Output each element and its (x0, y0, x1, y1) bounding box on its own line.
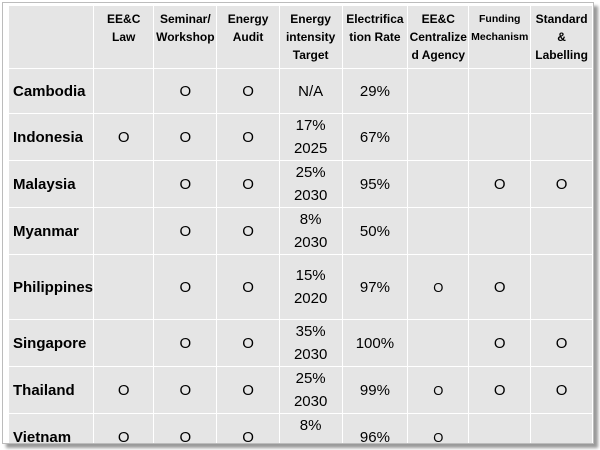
audit-cell: O (216, 254, 280, 320)
agency-cell (407, 319, 470, 367)
country-cell: Malaysia (9, 160, 95, 208)
law-cell: O (93, 366, 155, 414)
seminar-cell: O (153, 68, 218, 114)
funding-cell: O (468, 160, 532, 208)
header-standard-labelling: Standard & Labelling (530, 6, 593, 69)
electrification-cell: 29% (342, 68, 409, 114)
seminar-cell: O (153, 160, 218, 208)
law-cell (93, 319, 155, 367)
target-cell: N/A (279, 68, 343, 114)
energy-policy-table: EE&C Law Seminar/ Workshop Energy Audit … (9, 6, 593, 443)
law-cell (93, 207, 155, 255)
standard-cell (530, 254, 593, 320)
agency-cell: O (407, 254, 470, 320)
standard-cell: O (530, 160, 593, 208)
country-cell: Vietnam (9, 413, 95, 443)
target-cell: 8%2015 (279, 413, 343, 443)
audit-cell: O (216, 366, 280, 414)
electrification-cell: 95% (342, 160, 409, 208)
target-cell: 8% 2030 (279, 207, 343, 255)
target-cell: 35% 2030 (279, 319, 343, 367)
country-cell: Myanmar (9, 207, 95, 255)
table-frame: EE&C Law Seminar/ Workshop Energy Audit … (2, 2, 594, 444)
agency-cell (407, 160, 470, 208)
standard-cell: O (530, 319, 593, 367)
seminar-cell: O (153, 366, 218, 414)
table-row: Malaysia O O 25% 2030 95% O O (9, 160, 593, 208)
funding-cell: O (468, 366, 532, 414)
electrification-cell: 50% (342, 207, 409, 255)
seminar-cell: O (153, 113, 218, 161)
target-cell: 25% 2030 (279, 366, 343, 414)
audit-cell: O (216, 160, 280, 208)
electrification-cell: 96% (342, 413, 409, 443)
audit-cell: O (216, 319, 280, 367)
table-row: Indonesia O O O 17% 2025 67% (9, 113, 593, 161)
law-cell: O (93, 113, 155, 161)
header-eec-centralized-agency: EE&C Centralize d Agency (407, 6, 470, 69)
standard-cell (530, 113, 593, 161)
agency-cell: O (407, 366, 470, 414)
target-cell: 15% 2020 (279, 254, 343, 320)
country-cell: Indonesia (9, 113, 95, 161)
target-cell: 17% 2025 (279, 113, 343, 161)
header-energy-intensity-target: Energy intensity Target (279, 6, 343, 69)
header-corner (9, 6, 95, 69)
header-seminar-workshop: Seminar/ Workshop (153, 6, 218, 69)
country-cell: Singapore (9, 319, 95, 367)
law-cell (93, 160, 155, 208)
audit-cell: O (216, 68, 280, 114)
country-cell: Philippines (9, 254, 95, 320)
standard-cell (530, 207, 593, 255)
funding-cell (468, 113, 532, 161)
agency-cell (407, 113, 470, 161)
audit-cell: O (216, 413, 280, 443)
target-cell: 25% 2030 (279, 160, 343, 208)
header-eec-law: EE&C Law (93, 6, 155, 69)
electrification-cell: 67% (342, 113, 409, 161)
seminar-cell: O (153, 319, 218, 367)
seminar-cell: O (153, 413, 218, 443)
funding-cell: O (468, 254, 532, 320)
seminar-cell: O (153, 254, 218, 320)
country-cell: Cambodia (9, 68, 95, 114)
audit-cell: O (216, 113, 280, 161)
electrification-cell: 97% (342, 254, 409, 320)
seminar-cell: O (153, 207, 218, 255)
law-cell: O (93, 413, 155, 443)
agency-cell (407, 207, 470, 255)
law-cell (93, 254, 155, 320)
standard-cell: O (530, 366, 593, 414)
electrification-cell: 100% (342, 319, 409, 367)
agency-cell (407, 68, 470, 114)
header-energy-audit: Energy Audit (216, 6, 280, 69)
header-funding-mechanism: Funding Mechanism (468, 6, 532, 69)
header-row: EE&C Law Seminar/ Workshop Energy Audit … (9, 6, 593, 69)
table-row: Vietnam O O O 8%2015 96% O (9, 413, 593, 443)
funding-cell: O (468, 319, 532, 367)
audit-cell: O (216, 207, 280, 255)
agency-cell: O (407, 413, 470, 443)
standard-cell (530, 413, 593, 443)
table-row: Philippines O O 15% 2020 97% O O (9, 254, 593, 320)
funding-cell (468, 413, 532, 443)
electrification-cell: 99% (342, 366, 409, 414)
law-cell (93, 68, 155, 114)
country-cell: Thailand (9, 366, 95, 414)
funding-cell (468, 207, 532, 255)
standard-cell (530, 68, 593, 114)
header-electrification-rate: Electrifica tion Rate (342, 6, 409, 69)
table-row: Myanmar O O 8% 2030 50% (9, 207, 593, 255)
funding-cell (468, 68, 532, 114)
table-row: Singapore O O 35% 2030 100% O O (9, 319, 593, 367)
table-row: Cambodia O O N/A 29% (9, 68, 593, 114)
table-row: Thailand O O O 25% 2030 99% O O O (9, 366, 593, 414)
